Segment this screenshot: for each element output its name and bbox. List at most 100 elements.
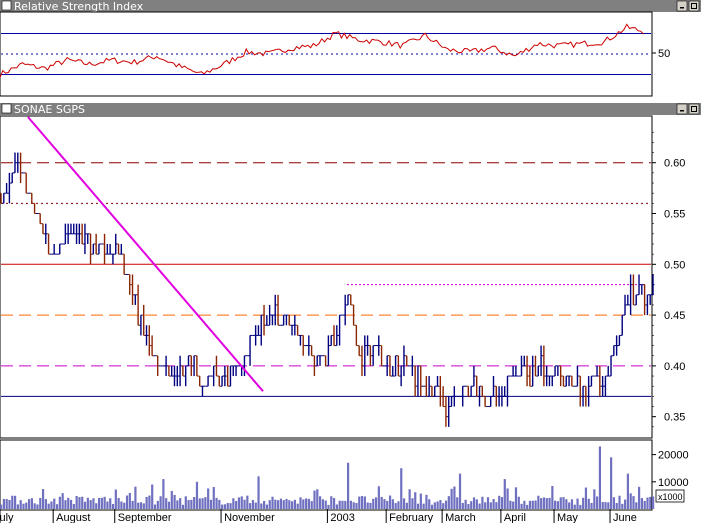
volume-bar — [162, 479, 165, 509]
volume-bar — [436, 501, 439, 509]
price-bar — [617, 334, 621, 347]
price-bar — [231, 365, 235, 377]
volume-bar — [282, 500, 285, 509]
price-bar — [441, 386, 445, 408]
date-tick-label: September — [118, 512, 172, 523]
volume-bar — [456, 497, 459, 509]
volume-bar — [321, 499, 325, 509]
price-bar — [312, 355, 316, 377]
volume-bar — [81, 496, 84, 509]
price-bar — [598, 365, 602, 397]
volume-bar — [89, 500, 92, 509]
volume-bar — [254, 502, 257, 509]
rsi-series-line — [0, 23, 644, 78]
volume-bar — [593, 489, 596, 509]
price-bar — [254, 325, 258, 346]
volume-bar — [139, 502, 143, 509]
volume-bar — [615, 503, 618, 509]
price-bar — [167, 365, 171, 377]
price-bar — [19, 152, 23, 184]
maximize-icon[interactable] — [688, 0, 700, 12]
price-bar — [626, 294, 630, 306]
price-bar — [262, 304, 266, 336]
price-bar — [511, 365, 515, 377]
volume-bar — [523, 500, 526, 509]
price-bar — [133, 294, 137, 305]
volume-bar — [125, 495, 129, 509]
volume-bar — [509, 500, 512, 509]
price-bar — [366, 335, 370, 356]
volume-bar — [69, 499, 73, 509]
volume-bar — [470, 501, 473, 509]
price-bar — [363, 335, 367, 377]
price-bar — [248, 334, 252, 366]
volume-bar — [114, 489, 117, 509]
volume-bar — [601, 502, 604, 509]
date-tick-label: February — [389, 512, 434, 523]
minimize-icon[interactable] — [676, 103, 688, 115]
volume-bar — [19, 500, 22, 509]
maximize-glyph — [691, 106, 697, 112]
volume-bar — [195, 481, 199, 509]
volume-bar — [159, 496, 162, 509]
volume-plot-area — [0, 439, 653, 511]
volume-bar — [531, 500, 534, 509]
price-bar — [402, 345, 406, 377]
price-bar — [519, 355, 523, 377]
volume-bar — [279, 498, 283, 509]
volume-bar — [624, 499, 627, 509]
volume-bar — [237, 497, 241, 509]
price-bar — [326, 335, 330, 367]
price-bar — [438, 376, 442, 407]
volume-bar — [106, 501, 109, 509]
volume-bar — [274, 499, 277, 509]
volume-bar — [184, 496, 187, 509]
volume-bar — [380, 496, 383, 509]
volume-bar — [313, 490, 316, 509]
volume-bar — [503, 479, 506, 509]
maximize-icon[interactable] — [688, 103, 700, 115]
volume-bar — [310, 501, 313, 509]
price-bar — [38, 213, 42, 225]
price-bar — [405, 355, 409, 367]
price-bar — [433, 385, 437, 397]
price-bar — [584, 385, 588, 407]
volume-bar — [402, 498, 406, 509]
volume-bar — [50, 501, 53, 509]
price-bar — [150, 335, 154, 357]
volume-bar — [612, 497, 616, 509]
volume-bar — [405, 502, 408, 509]
volume-bar — [330, 496, 333, 509]
volume-bar — [78, 497, 81, 509]
minimize-icon[interactable] — [676, 0, 688, 12]
volume-bar — [0, 504, 3, 509]
volume-bar — [400, 468, 403, 509]
trendline — [27, 116, 264, 392]
volume-bar — [582, 497, 585, 509]
volume-bar — [100, 497, 103, 509]
volume-bar — [369, 502, 372, 509]
price-bar — [242, 355, 246, 377]
volume-bar — [640, 498, 644, 509]
price-tick-label: 0.60 — [664, 158, 685, 170]
price-bar — [119, 243, 123, 255]
price-bar — [503, 386, 507, 397]
price-bar — [469, 385, 473, 397]
volume-bar — [83, 501, 87, 509]
volume-bar — [55, 504, 59, 509]
price-bar — [500, 386, 504, 407]
volume-bar — [72, 504, 75, 509]
volume-bar — [22, 503, 25, 509]
price-bar — [86, 233, 90, 244]
price-bar — [94, 233, 98, 255]
volume-bar — [5, 499, 8, 509]
rsi-window-buttons[interactable] — [676, 0, 700, 12]
price-bar — [612, 345, 616, 357]
price-bar — [223, 365, 227, 387]
price-window-buttons[interactable] — [676, 103, 700, 115]
volume-bar — [41, 489, 45, 509]
price-bar — [122, 253, 126, 275]
volume-bar — [246, 495, 249, 509]
volume-bar — [478, 503, 481, 509]
price-bar — [380, 345, 384, 367]
